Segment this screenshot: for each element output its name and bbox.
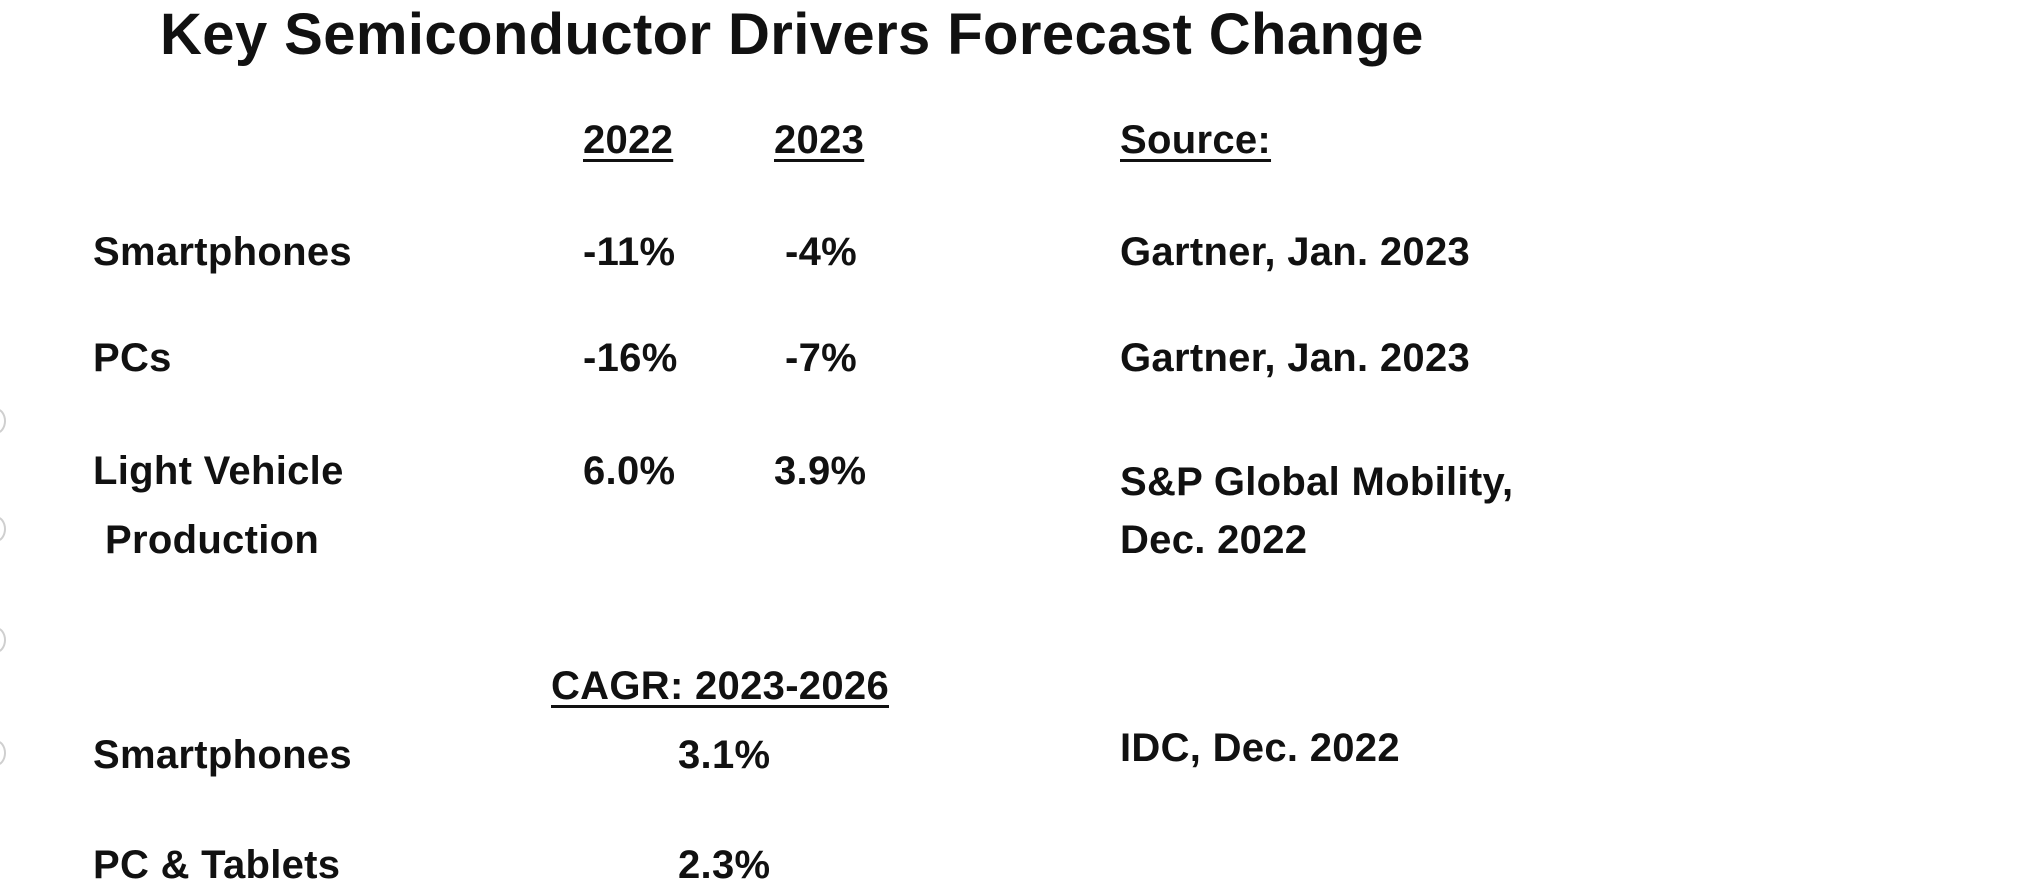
value-2022-pcs: -16% — [583, 336, 678, 380]
value-2023-smartphones: -4% — [785, 230, 858, 274]
cagr-value-pc-tablets: 2.3% — [678, 843, 771, 887]
source-pcs: Gartner, Jan. 2023 — [1120, 336, 1471, 380]
left-edge-mark — [0, 740, 6, 766]
header-cagr: CAGR: 2023-2026 — [551, 664, 889, 708]
value-2023-pcs: -7% — [785, 336, 858, 380]
page-title: Key Semiconductor Drivers Forecast Chang… — [160, 2, 1424, 67]
source-light-vehicle-line2: Dec. 2022 — [1120, 518, 1308, 562]
row-label-light-vehicle-line1: Light Vehicle — [93, 449, 344, 493]
row-label-light-vehicle-line2: Production — [105, 518, 320, 562]
row-label-smartphones: Smartphones — [93, 230, 352, 274]
value-2022-smartphones: -11% — [583, 230, 676, 274]
left-edge-mark — [0, 408, 6, 434]
cagr-value-smartphones: 3.1% — [678, 733, 771, 777]
value-2023-light-vehicle: 3.9% — [774, 449, 867, 493]
header-2022: 2022 — [583, 118, 674, 162]
left-edge-mark — [0, 627, 6, 653]
cagr-row-label-pc-tablets: PC & Tablets — [93, 843, 341, 887]
source-smartphones: Gartner, Jan. 2023 — [1120, 230, 1471, 274]
cagr-row-label-smartphones: Smartphones — [93, 733, 352, 777]
left-edge-mark — [0, 516, 6, 542]
value-2022-light-vehicle: 6.0% — [583, 449, 676, 493]
row-label-pcs: PCs — [93, 336, 172, 380]
source-light-vehicle-line1: S&P Global Mobility, — [1120, 460, 1514, 504]
header-source: Source: — [1120, 118, 1272, 162]
cagr-source-smartphones: IDC, Dec. 2022 — [1120, 726, 1400, 770]
header-2023: 2023 — [774, 118, 865, 162]
